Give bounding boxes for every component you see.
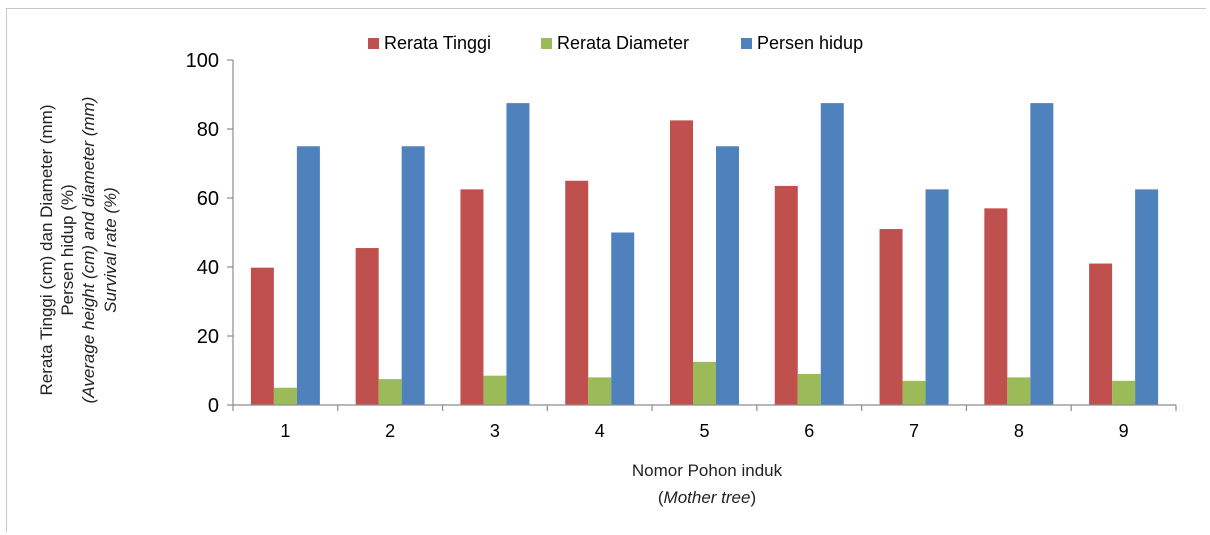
x-axis-label-line2: (Mother tree) [658, 488, 756, 507]
y-axis-label: Rerata Tinggi (cm) dan Diameter (mm) Pers… [37, 97, 120, 404]
bar [902, 380, 926, 405]
bar [1112, 380, 1136, 405]
bar [716, 146, 739, 405]
legend: Rerata Tinggi Rerata Diameter Persen hidup [368, 33, 863, 53]
y-tick-label: 40 [197, 257, 219, 279]
legend-swatch [741, 38, 752, 49]
chart-frame [6, 8, 1206, 532]
x-tick-label: 2 [385, 421, 395, 441]
bar [611, 232, 635, 405]
y-tick-label: 100 [186, 50, 219, 72]
y-axis-label-line: (Average height (cm) and diameter (mm) [79, 97, 98, 404]
bar [250, 267, 274, 405]
y-tick-label: 60 [197, 188, 219, 210]
bar [984, 208, 1008, 405]
legend-entry: Rerata Tinggi [384, 33, 491, 53]
bar [670, 120, 693, 405]
bar [1135, 189, 1159, 405]
x-tick-label: 6 [804, 421, 814, 441]
bar [797, 373, 821, 405]
bar [378, 379, 402, 405]
bar [1089, 263, 1113, 405]
x-tick-label: 7 [909, 421, 919, 441]
x-axis-label-italic: Mother tree [664, 488, 751, 507]
bar [506, 103, 530, 405]
x-tick-label: 9 [1119, 421, 1129, 441]
bar [483, 375, 507, 405]
legend-swatch [368, 38, 379, 49]
x-axis-label: Nomor Pohon induk (Mother tree) [632, 461, 783, 507]
bar [1007, 377, 1031, 405]
y-tick-label: 20 [197, 326, 219, 348]
y-axis-label-line: Survival rate (%) [101, 187, 120, 313]
bar [355, 248, 379, 405]
x-tick-label: 4 [595, 421, 605, 441]
bar [1030, 103, 1054, 405]
x-axis-label-close-paren: ) [750, 488, 756, 507]
y-tick-label: 0 [208, 395, 219, 417]
y-axis-label-line: Rerata Tinggi (cm) dan Diameter (mm) [37, 105, 56, 396]
bar [693, 361, 716, 405]
x-tick-label: 1 [280, 421, 290, 441]
legend-entry: Rerata Diameter [557, 33, 689, 53]
bar [460, 189, 484, 405]
bar [565, 180, 589, 405]
legend-entry: Persen hidup [757, 33, 863, 53]
bar [925, 189, 949, 405]
legend-swatch [541, 38, 552, 49]
bar [820, 103, 844, 405]
axes [227, 59, 1177, 411]
y-tick-label: 80 [197, 119, 219, 141]
bar [273, 387, 297, 405]
x-axis-label-line1: Nomor Pohon induk [632, 461, 783, 480]
bar [879, 229, 903, 405]
bar [401, 146, 425, 405]
y-axis-label-line: Persen hidup (%) [58, 184, 77, 315]
bars [250, 103, 1159, 405]
y-axis-ticks: 0 20 40 60 80 100 [186, 50, 219, 417]
x-tick-label: 5 [699, 421, 709, 441]
x-axis-ticks: 1 2 3 4 5 6 7 8 9 [280, 421, 1128, 441]
x-tick-label: 8 [1014, 421, 1024, 441]
bar [588, 377, 612, 405]
bar [296, 146, 320, 405]
x-axis-label-open-paren: ( [658, 488, 664, 507]
bar [774, 185, 798, 405]
x-tick-label: 3 [490, 421, 500, 441]
